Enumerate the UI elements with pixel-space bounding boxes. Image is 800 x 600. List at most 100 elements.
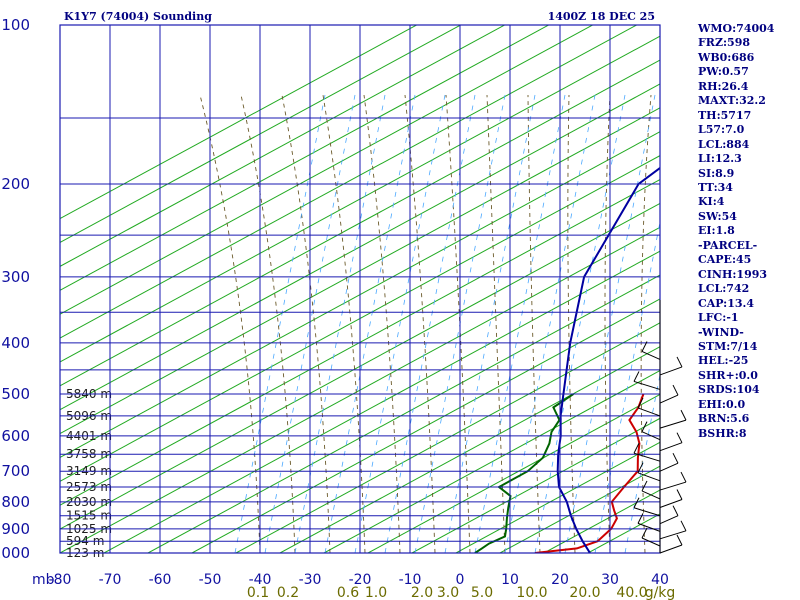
- index-line: SRDS:104: [698, 383, 760, 397]
- mixing-ratio-line: [354, 94, 446, 553]
- wind-barb-flag: [637, 513, 644, 524]
- mixing-ratio-line: [324, 94, 416, 553]
- mixing-ratio-label: 10.0: [516, 585, 547, 600]
- index-line: HEL:-25: [698, 354, 749, 368]
- wind-barb: [659, 442, 683, 452]
- index-line: KI:4: [698, 195, 725, 209]
- wind-barb: [637, 472, 661, 482]
- mixing-ratio-label: 2.0: [411, 585, 433, 600]
- dry-adiabat-line: [60, 25, 638, 339]
- dry-adiabat-line: [191, 298, 660, 553]
- dry-adiabat-line: [323, 370, 660, 553]
- chart-title: K1Y7 (74004) Sounding: [64, 10, 212, 23]
- index-line: FRZ:598: [698, 36, 751, 50]
- y-tick-label: 400: [1, 334, 30, 352]
- wind-barb: [659, 419, 687, 429]
- wind-barb-flag: [633, 371, 640, 382]
- moist-adiabat-line: [445, 94, 471, 553]
- mixing-ratio-line: [474, 94, 566, 553]
- wind-barb-flag: [637, 462, 644, 474]
- index-line: LI:12.3: [698, 152, 742, 166]
- wind-barb: [659, 481, 687, 491]
- mixing-ratio-label: 0.1: [247, 585, 269, 600]
- wind-barb-flag: [680, 520, 687, 532]
- mixing-ratio-label: g/kg: [645, 585, 676, 600]
- moist-adiabat-line: [322, 94, 366, 553]
- wind-barb: [637, 522, 661, 532]
- mixing-ratio-label: 3.0: [437, 585, 459, 600]
- mixing-ratio-label: 0.6: [337, 585, 359, 600]
- dry-adiabat-line: [60, 107, 660, 435]
- x-tick-label: -60: [149, 572, 172, 588]
- x-unit-label: mb: [32, 572, 55, 588]
- y-tick-label: 1000: [0, 544, 30, 562]
- y-tick-label: 300: [1, 268, 30, 286]
- x-tick-label: -20: [349, 572, 372, 588]
- dry-adiabat-line: [60, 131, 660, 459]
- wind-barb: [633, 452, 661, 462]
- index-line: STM:7/14: [698, 339, 758, 353]
- dry-adiabat-line: [60, 25, 594, 315]
- mixing-ratio-label: 40.0: [616, 585, 647, 600]
- index-line: LCL:884: [698, 137, 750, 151]
- mixing-ratio-line: [444, 94, 536, 553]
- wind-barb: [659, 530, 687, 540]
- wind-barb: [659, 394, 679, 404]
- index-line: SW:54: [698, 209, 737, 223]
- dry-adiabat-line: [60, 155, 660, 482]
- chart-axes: 1002003004005006007008009001000mb-80-70-…: [0, 16, 675, 600]
- dry-adiabat-line: [60, 202, 660, 530]
- index-line: -PARCEL-: [698, 238, 758, 252]
- dry-adiabat-line: [147, 274, 660, 553]
- y-tick-label: 600: [1, 427, 30, 445]
- wind-barb: [659, 544, 683, 554]
- wind-barb-flag: [672, 384, 679, 396]
- index-line: PW:0.57: [698, 65, 749, 79]
- y-tick-label: 200: [1, 175, 30, 193]
- dry-adiabat-line: [60, 83, 660, 411]
- mixing-ratio-label: 0.2: [277, 585, 299, 600]
- moist-adiabat-line: [363, 94, 401, 553]
- dry-adiabat-line: [60, 178, 660, 506]
- index-line: LCL:742: [698, 282, 750, 296]
- x-tick-label: -30: [299, 572, 322, 588]
- x-tick-label: -10: [399, 572, 422, 588]
- wind-barb-flag: [633, 497, 640, 508]
- index-line: BSHR:8: [698, 426, 747, 440]
- mixing-ratio-line: [504, 94, 596, 553]
- dry-adiabat-line: [60, 25, 418, 220]
- moist-adiabat-line: [486, 94, 506, 553]
- wind-barb: [659, 515, 679, 525]
- dry-adiabat-line: [60, 226, 660, 553]
- x-tick-label: -80: [49, 572, 72, 588]
- x-tick-label: 0: [456, 572, 465, 588]
- wind-barb-flag: [633, 442, 640, 454]
- mixing-ratio-line: [594, 220, 660, 553]
- mixing-ratio-label: 1.0: [365, 585, 387, 600]
- wind-barb: [641, 490, 661, 500]
- moist-adiabat-line: [604, 94, 611, 553]
- index-line: LFC:-1: [698, 311, 739, 325]
- dry-adiabat-line: [235, 322, 660, 553]
- wind-barb-flag: [641, 527, 648, 539]
- index-line: CAP:13.4: [698, 296, 755, 310]
- wind-barb-flag: [676, 432, 683, 443]
- wind-barb-flag: [672, 452, 679, 464]
- wind-barb-flag: [680, 471, 687, 483]
- mixing-ratio-label: 20.0: [569, 585, 600, 600]
- x-tick-label: 10: [501, 572, 519, 588]
- wind-barbs-group: [633, 300, 687, 554]
- y-tick-label: 900: [1, 520, 30, 538]
- dry-adiabat-line: [60, 25, 550, 291]
- x-tick-label: 40: [651, 572, 669, 588]
- wind-barb-flag: [641, 480, 648, 492]
- index-line: SHR+:0.0: [698, 368, 758, 382]
- index-line: BRN:5.6: [698, 412, 750, 426]
- index-line: MAXT:32.2: [698, 94, 766, 108]
- mixing-ratio-line: [534, 94, 626, 553]
- y-tick-label: 800: [1, 493, 30, 511]
- wind-barb: [637, 407, 661, 417]
- index-line: RH:26.4: [698, 79, 749, 93]
